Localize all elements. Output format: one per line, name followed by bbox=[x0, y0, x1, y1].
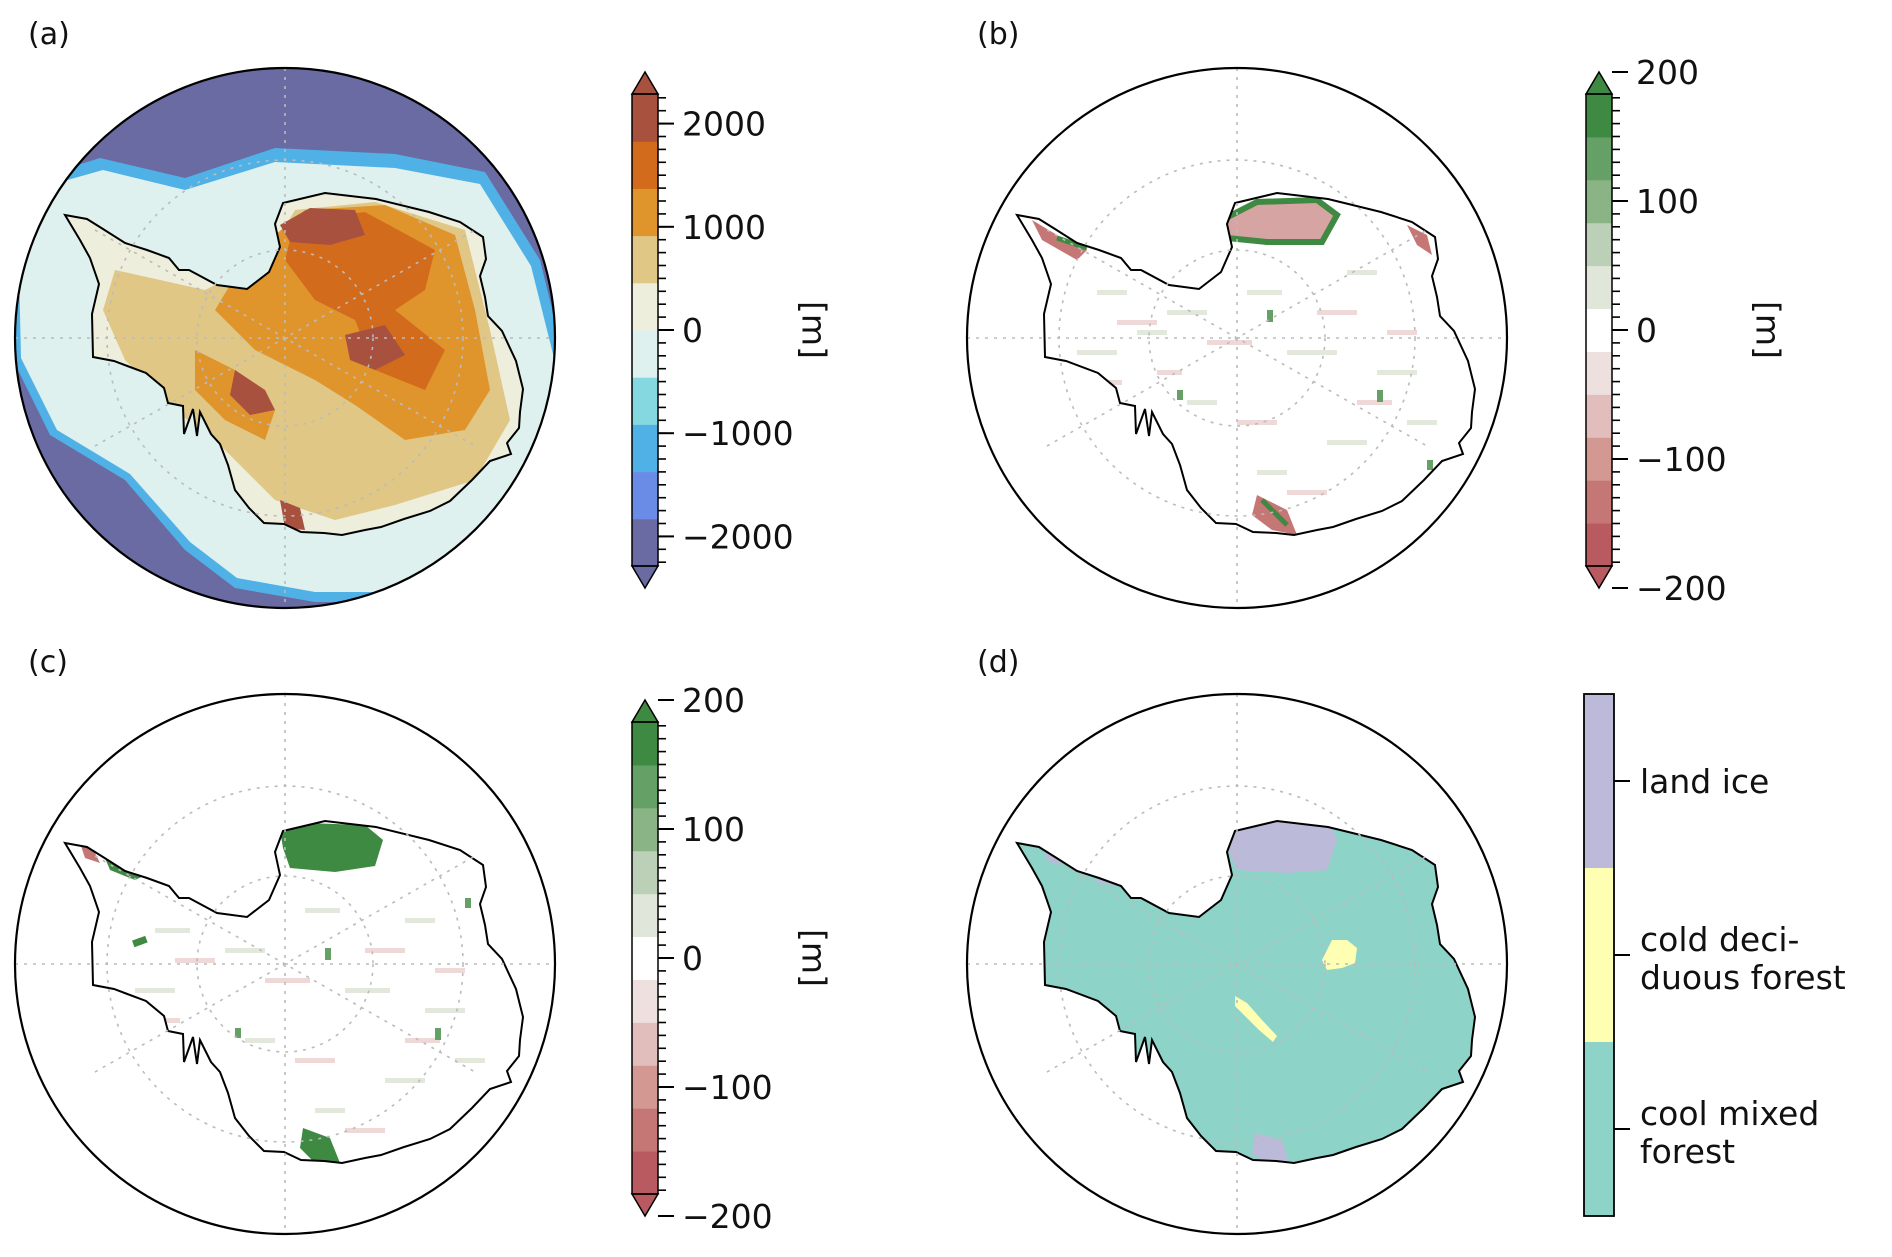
panel-a: (a) bbox=[13, 17, 557, 610]
panel-label-a: (a) bbox=[28, 17, 70, 52]
colorbar-tick-label-c: 200 bbox=[682, 681, 745, 720]
colorbar-c: 200 100 0 −100 −200 [m] bbox=[630, 681, 834, 1236]
colorbar-tick-label-b: −100 bbox=[1636, 440, 1727, 479]
colorbar-band-b bbox=[1586, 222, 1612, 267]
graticule-c bbox=[15, 694, 555, 1234]
colorbar-band-a bbox=[632, 424, 658, 473]
colorbar-band-c bbox=[632, 1022, 658, 1066]
legend-label: land ice bbox=[1640, 762, 1769, 801]
colorbar-tick-label-b: 200 bbox=[1636, 53, 1699, 92]
colorbar-band-c bbox=[632, 722, 658, 766]
legend-swatch bbox=[1584, 868, 1614, 1042]
panel-c: (c) bbox=[13, 645, 557, 1236]
legend-swatch bbox=[1584, 1042, 1614, 1216]
colorbar-unit-c: [m] bbox=[795, 929, 834, 987]
map-a bbox=[15, 68, 555, 608]
colorbar-max-extension-b bbox=[1584, 70, 1614, 95]
legend-label: duous forest bbox=[1640, 958, 1846, 997]
colorbar-band-a bbox=[632, 471, 658, 520]
colorbar-tick-label-b: 100 bbox=[1636, 182, 1699, 221]
graticule-d bbox=[967, 694, 1507, 1234]
graticule-a bbox=[15, 68, 555, 608]
colorbar-tick-label-a: 1000 bbox=[682, 208, 766, 247]
colorbar-band-b bbox=[1586, 394, 1612, 438]
map-c bbox=[15, 694, 555, 1234]
colorbar-band-b bbox=[1586, 179, 1612, 224]
colorbar-min-extension-c bbox=[630, 1193, 660, 1218]
legend-label: cold deci- bbox=[1640, 920, 1799, 959]
colorbar-max-extension-a bbox=[630, 70, 660, 95]
map-frame-b bbox=[965, 66, 1509, 610]
colorbar-band-c bbox=[632, 850, 658, 895]
colorbar-band-a bbox=[632, 330, 658, 378]
colorbar-tick-label-a: −1000 bbox=[682, 414, 794, 453]
colorbar-band-b bbox=[1586, 136, 1612, 181]
colorbar-band-c bbox=[632, 1108, 658, 1152]
map-d bbox=[967, 694, 1507, 1234]
colorbar-min-extension-b bbox=[1584, 565, 1614, 590]
colorbar-tick-label-c: −100 bbox=[682, 1068, 773, 1107]
colorbar-band-a bbox=[632, 518, 658, 567]
colorbar-band-b bbox=[1586, 351, 1612, 395]
legend-outline bbox=[1583, 693, 1615, 1217]
panel-label-d: (d) bbox=[977, 645, 1019, 680]
colorbar-tick-label-c: 100 bbox=[682, 810, 745, 849]
panel-b: (b) bbox=[965, 17, 1509, 610]
colorbar-band-c bbox=[632, 807, 658, 852]
colorbar-band-a bbox=[632, 188, 658, 237]
legend-label: cool mixed bbox=[1640, 1094, 1819, 1133]
colorbar-band-c bbox=[632, 1065, 658, 1109]
colorbar-band-a bbox=[632, 235, 658, 284]
colorbar-min-extension-a bbox=[630, 565, 660, 590]
colorbar-band-a bbox=[632, 141, 658, 189]
colorbar-tick-label-a: −2000 bbox=[682, 517, 794, 556]
legend-label: forest bbox=[1640, 1132, 1735, 1171]
colorbar-unit-a: [m] bbox=[795, 301, 834, 359]
panel-label-b: (b) bbox=[977, 17, 1019, 52]
colorbar-b: 200 100 0 −100 −200 [m] bbox=[1584, 53, 1788, 608]
colorbar-band-a bbox=[632, 94, 658, 142]
colorbar-unit-b: [m] bbox=[1749, 301, 1788, 359]
map-frame-c bbox=[13, 692, 557, 1236]
colorbar-band-a bbox=[632, 282, 658, 331]
colorbar-band-b bbox=[1586, 523, 1612, 567]
panel-label-c: (c) bbox=[28, 645, 68, 680]
colorbar-band-b bbox=[1586, 480, 1612, 524]
map-frame-a bbox=[13, 66, 557, 610]
colorbar-band-b bbox=[1586, 308, 1612, 352]
colorbar-band-b bbox=[1586, 94, 1612, 138]
colorbar-band-a bbox=[632, 377, 658, 425]
graticule-b bbox=[967, 68, 1507, 608]
panel-d: (d) bbox=[965, 645, 1509, 1236]
legend-swatch bbox=[1584, 694, 1614, 868]
colorbar-band-c bbox=[632, 979, 658, 1023]
colorbar-max-extension-c bbox=[630, 698, 660, 723]
difference-c bbox=[80, 823, 485, 1163]
colorbar-band-c bbox=[632, 893, 658, 938]
colorbar-tick-label-a: 0 bbox=[682, 311, 703, 350]
map-frame-d bbox=[965, 692, 1509, 1236]
map-b bbox=[967, 68, 1507, 608]
colorbar-tick-label-a: 2000 bbox=[682, 105, 766, 144]
colorbar-band-c bbox=[632, 1151, 658, 1195]
colorbar-tick-label-c: −200 bbox=[682, 1197, 773, 1236]
colorbar-band-b bbox=[1586, 265, 1612, 310]
legend-d: land ice cold deci-duous forest cool mixed… bbox=[1583, 693, 1846, 1217]
colorbar-band-b bbox=[1586, 437, 1612, 481]
colorbar-tick-label-c: 0 bbox=[682, 939, 703, 978]
colorbar-band-c bbox=[632, 936, 658, 980]
difference-b bbox=[1032, 196, 1437, 535]
colorbar-a: 2000 1000 0 −1000 −2000 [m] bbox=[630, 70, 834, 590]
colorbar-tick-label-b: 0 bbox=[1636, 311, 1657, 350]
colorbar-band-c bbox=[632, 764, 658, 809]
biomes-d bbox=[1045, 821, 1357, 1163]
colorbar-tick-label-b: −200 bbox=[1636, 569, 1727, 608]
